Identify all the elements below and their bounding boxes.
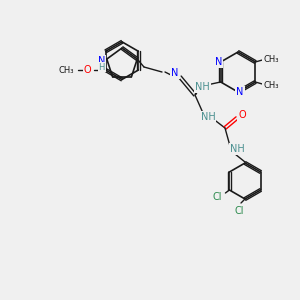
Text: CH₃: CH₃ [263, 55, 279, 64]
Text: NH: NH [201, 112, 215, 122]
Text: O: O [238, 110, 246, 120]
Text: CH₃: CH₃ [58, 66, 74, 75]
Text: Cl: Cl [234, 206, 244, 216]
Text: N: N [236, 87, 244, 97]
Text: CH₃: CH₃ [263, 80, 279, 89]
Text: O: O [84, 65, 92, 75]
Text: NH: NH [195, 82, 210, 92]
Text: N: N [98, 56, 106, 66]
Text: N: N [171, 68, 179, 78]
Text: H: H [99, 63, 105, 72]
Text: NH: NH [230, 144, 244, 154]
Text: N: N [215, 57, 222, 67]
Text: Cl: Cl [213, 192, 222, 202]
